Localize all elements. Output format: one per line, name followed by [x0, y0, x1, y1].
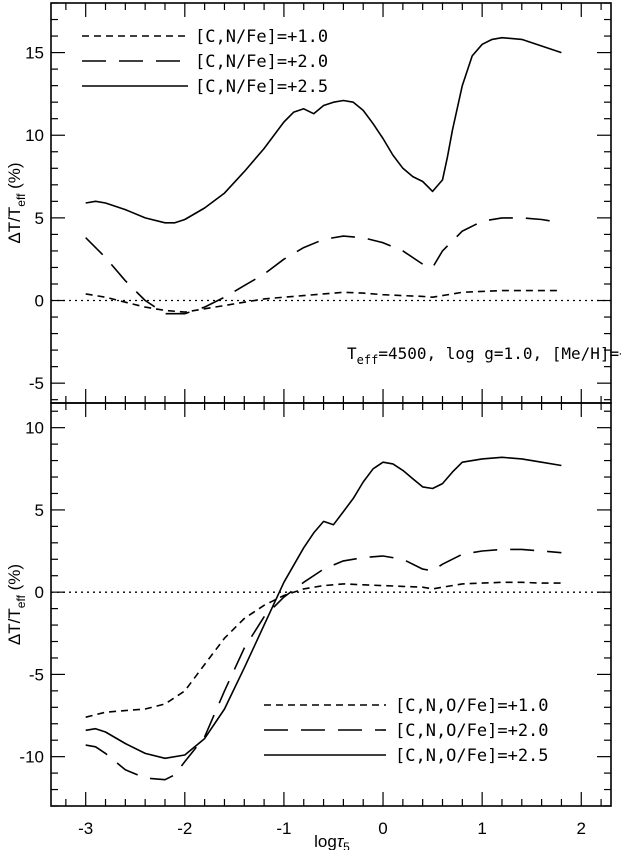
model-parameters-annotation: Teff=4500, log g=1.0, [Me/H]=−3.0: [347, 344, 621, 367]
y-axis-label-sub: eff: [14, 193, 28, 207]
y-tick-label: 10: [25, 126, 44, 145]
x-axis-label-main: log: [314, 832, 337, 850]
y-tick-label: 5: [35, 501, 44, 520]
series-line: [85, 456, 562, 760]
legend-label: [C,N,O/Fe]=+2.0: [395, 721, 549, 741]
legend-label: [C,N/Fe]=+2.5: [195, 77, 328, 97]
y-axis-label: ΔT/Teff (%): [5, 162, 28, 243]
y-tick-label: 0: [35, 292, 44, 311]
x-tick-label: -3: [78, 819, 93, 838]
y-axis-label-main: ΔT/T: [5, 207, 24, 244]
y-tick-label: 15: [25, 44, 44, 63]
x-tick-label: -1: [276, 819, 291, 838]
annotation-rest: =4500, log g=1.0, [Me/H]=−3.0: [378, 344, 621, 363]
y-axis-label-unit: (%): [5, 564, 24, 595]
x-axis-label-tau: τ: [337, 832, 345, 850]
y-tick-label: -5: [29, 665, 44, 684]
x-axis-label-sub: 5: [343, 840, 350, 850]
y-tick-label: -5: [29, 374, 44, 393]
x-tick-label: 0: [378, 819, 387, 838]
legend-label: [C,N/Fe]=+1.0: [195, 27, 328, 47]
legend-label: [C,N,O/Fe]=+1.0: [395, 696, 549, 716]
x-tick-label: 1: [477, 819, 486, 838]
x-axis-label: logτ5: [314, 832, 350, 850]
legend-label: [C,N,O/Fe]=+2.5: [395, 746, 549, 766]
series-line: [85, 217, 562, 315]
series-line: [85, 36, 562, 224]
y-axis-label: ΔT/Teff (%): [5, 564, 28, 645]
y-axis-label-main: ΔT/T: [5, 608, 24, 645]
y-tick-label: 5: [35, 209, 44, 228]
series-line: [85, 548, 562, 781]
series-line: [85, 581, 562, 718]
y-axis-label-unit: (%): [5, 162, 24, 193]
x-tick-label: 2: [577, 819, 586, 838]
annotation-teff-sub: eff: [357, 353, 379, 367]
y-tick-label: 0: [35, 583, 44, 602]
y-axis-label-sub: eff: [14, 594, 28, 608]
y-tick-label: -10: [19, 748, 44, 767]
plot-frame: [50, 402, 612, 807]
x-tick-label: -2: [177, 819, 192, 838]
y-tick-label: 10: [25, 419, 44, 438]
legend-label: [C,N/Fe]=+2.0: [195, 52, 328, 72]
series-line: [85, 289, 562, 313]
annotation-teff: T: [347, 344, 357, 363]
